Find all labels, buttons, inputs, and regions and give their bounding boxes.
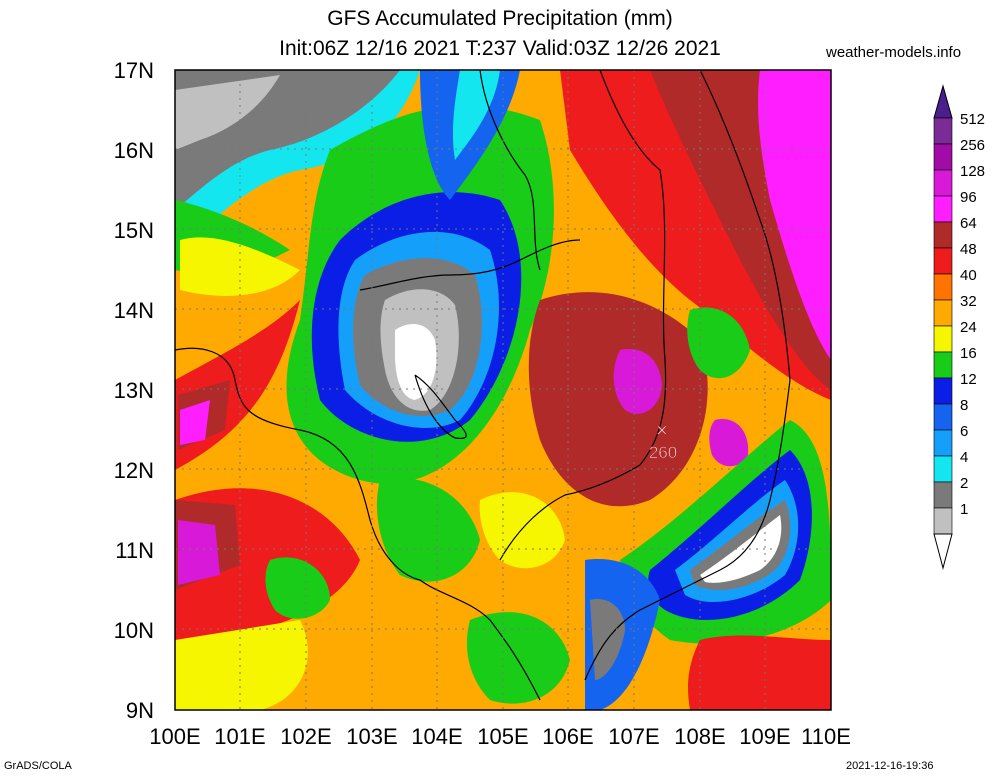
lon-label: 110E: [801, 724, 851, 749]
graticule: [175, 70, 831, 710]
lon-label: 105E: [477, 724, 528, 749]
legend-swatch: [933, 117, 953, 145]
country-borders: [175, 70, 791, 701]
lon-label: 103E: [346, 724, 397, 749]
legend-swatch: [933, 403, 953, 431]
lon-label: 102E: [280, 724, 331, 749]
legend-swatch: [933, 325, 953, 353]
lat-label: 9N: [126, 698, 154, 723]
lat-label: 16N: [114, 138, 154, 163]
lon-label: 100E: [149, 724, 200, 749]
legend-label: 2: [960, 475, 968, 492]
legend-label: 24: [960, 319, 977, 336]
max-precip-marker: × 260: [648, 420, 677, 463]
legend-swatch: [933, 455, 953, 483]
legend-label: 128: [960, 163, 985, 180]
legend-label: 96: [960, 189, 977, 206]
legend-swatch: [933, 247, 953, 275]
legend-swatch: [933, 169, 953, 197]
map-title: GFS Accumulated Precipitation (mm): [327, 7, 673, 30]
legend-swatch: [933, 143, 953, 171]
legend-label: 48: [960, 241, 977, 258]
legend-label: 16: [960, 345, 977, 362]
max-marker-symbol: ×: [656, 420, 668, 442]
software-credit: GrADS/COLA: [4, 760, 72, 772]
legend-swatch: [933, 273, 953, 301]
legend-label: 12: [960, 371, 977, 388]
map-frame: [174, 69, 832, 711]
legend-label: 64: [960, 215, 977, 232]
lon-label: 107E: [608, 724, 659, 749]
legend-top-arrow: [933, 84, 953, 119]
latitude-labels: 17N 16N 15N 14N 13N 12N 11N 10N 9N: [114, 58, 154, 723]
legend-label: 6: [960, 423, 968, 440]
lat-label: 11N: [115, 538, 154, 563]
legend-label: 4: [960, 449, 968, 466]
source-credit: weather-models.info: [826, 44, 962, 61]
max-value-label: 260: [649, 443, 677, 462]
lon-label: 101E: [214, 724, 265, 749]
lat-label: 15N: [114, 218, 154, 243]
lat-label: 17N: [114, 58, 154, 83]
legend-swatch: [933, 195, 953, 223]
lat-label: 13N: [114, 378, 154, 403]
lon-label: 109E: [739, 724, 790, 749]
legend-swatch: [933, 429, 953, 457]
lat-label: 14N: [114, 298, 154, 323]
legend-bottom-arrow: [933, 533, 953, 570]
generated-timestamp: 2021-12-16-19:36: [846, 760, 934, 772]
legend-swatch: [933, 507, 953, 535]
legend-label: 8: [960, 397, 968, 414]
longitude-labels: 100E 101E 102E 103E 104E 105E 106E 107E …: [149, 724, 851, 749]
lat-label: 12N: [114, 458, 154, 483]
legend-label: 40: [960, 267, 977, 284]
legend-swatch: [933, 377, 953, 405]
legend-label: 512: [960, 111, 985, 128]
legend-label: 1: [960, 501, 968, 518]
legend-swatch: [933, 351, 953, 379]
map-subtitle: Init:06Z 12/16 2021 T:237 Valid:03Z 12/2…: [279, 37, 721, 60]
lon-label: 104E: [411, 724, 462, 749]
legend-swatch: [933, 221, 953, 249]
legend-label: 32: [960, 293, 977, 310]
legend-label: 256: [960, 137, 985, 154]
legend-swatch: [933, 299, 953, 327]
lat-label: 10N: [114, 618, 154, 643]
lon-label: 108E: [674, 724, 725, 749]
legend-swatch: [933, 481, 953, 509]
precipitation-field: [175, 70, 831, 710]
lon-label: 106E: [542, 724, 593, 749]
